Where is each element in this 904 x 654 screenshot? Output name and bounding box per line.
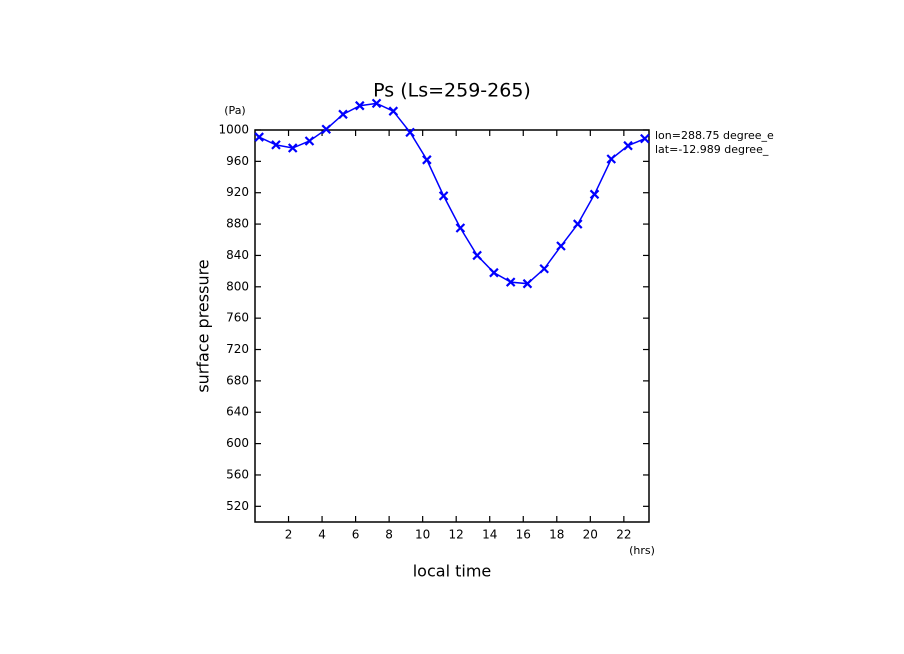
- point-marker: [505, 277, 516, 287]
- annotation: lon=288.75 degree_e: [655, 129, 774, 142]
- point-marker: [321, 124, 332, 134]
- y-tick-label: 960: [226, 154, 249, 168]
- y-tick-label: 880: [226, 217, 249, 231]
- y-tick-label: 760: [226, 311, 249, 325]
- annotation: lat=-12.989 degree_: [655, 143, 769, 156]
- y-tick-label: 520: [226, 499, 249, 513]
- x-tick-label: 18: [549, 528, 564, 542]
- point-marker: [606, 154, 617, 164]
- point-marker: [254, 132, 264, 142]
- point-marker: [522, 278, 533, 289]
- chart-title: Ps (Ls=259-265): [373, 80, 531, 102]
- x-tick-label: 2: [285, 528, 293, 542]
- point-marker: [539, 263, 549, 274]
- y-tick-label: 720: [226, 342, 249, 356]
- x-tick-label: 20: [583, 528, 598, 542]
- y-tick-label: 920: [226, 185, 249, 199]
- point-marker: [623, 140, 633, 151]
- y-axis-label: surface pressure: [194, 259, 213, 392]
- point-marker: [438, 191, 449, 201]
- point-marker: [572, 219, 583, 229]
- point-marker: [472, 250, 482, 261]
- point-marker: [304, 136, 315, 146]
- x-tick-label: 14: [482, 528, 497, 542]
- y-tick-label: 680: [226, 373, 249, 387]
- y-tick-label: 640: [226, 405, 249, 419]
- x-tick-label: 10: [415, 528, 430, 542]
- point-marker: [589, 189, 600, 200]
- x-tick-label: 22: [616, 528, 631, 542]
- point-marker: [556, 241, 566, 251]
- x-tick-label: 8: [385, 528, 393, 542]
- y-tick-label: 600: [226, 436, 249, 450]
- point-marker: [489, 267, 499, 278]
- x-axis-label: local time: [413, 562, 492, 581]
- y-tick-label: 1000: [218, 123, 249, 137]
- x-tick-label: 12: [449, 528, 464, 542]
- x-unit: (hrs): [629, 544, 655, 557]
- point-marker: [422, 155, 432, 165]
- x-tick-label: 16: [516, 528, 531, 542]
- point-marker: [640, 133, 650, 144]
- point-marker: [355, 100, 365, 111]
- y-tick-label: 840: [226, 248, 249, 262]
- y-unit: (Pa): [224, 104, 245, 117]
- point-marker: [388, 106, 399, 116]
- point-marker: [405, 127, 415, 138]
- plot-frame: [254, 129, 650, 523]
- point-marker: [271, 140, 281, 150]
- point-marker: [338, 109, 348, 120]
- point-marker: [455, 223, 466, 233]
- point-marker: [287, 143, 298, 153]
- x-tick-label: 6: [352, 528, 360, 542]
- y-tick-label: 800: [226, 279, 249, 293]
- point-marker: [371, 98, 382, 109]
- x-tick-label: 4: [318, 528, 326, 542]
- y-tick-label: 560: [226, 467, 249, 481]
